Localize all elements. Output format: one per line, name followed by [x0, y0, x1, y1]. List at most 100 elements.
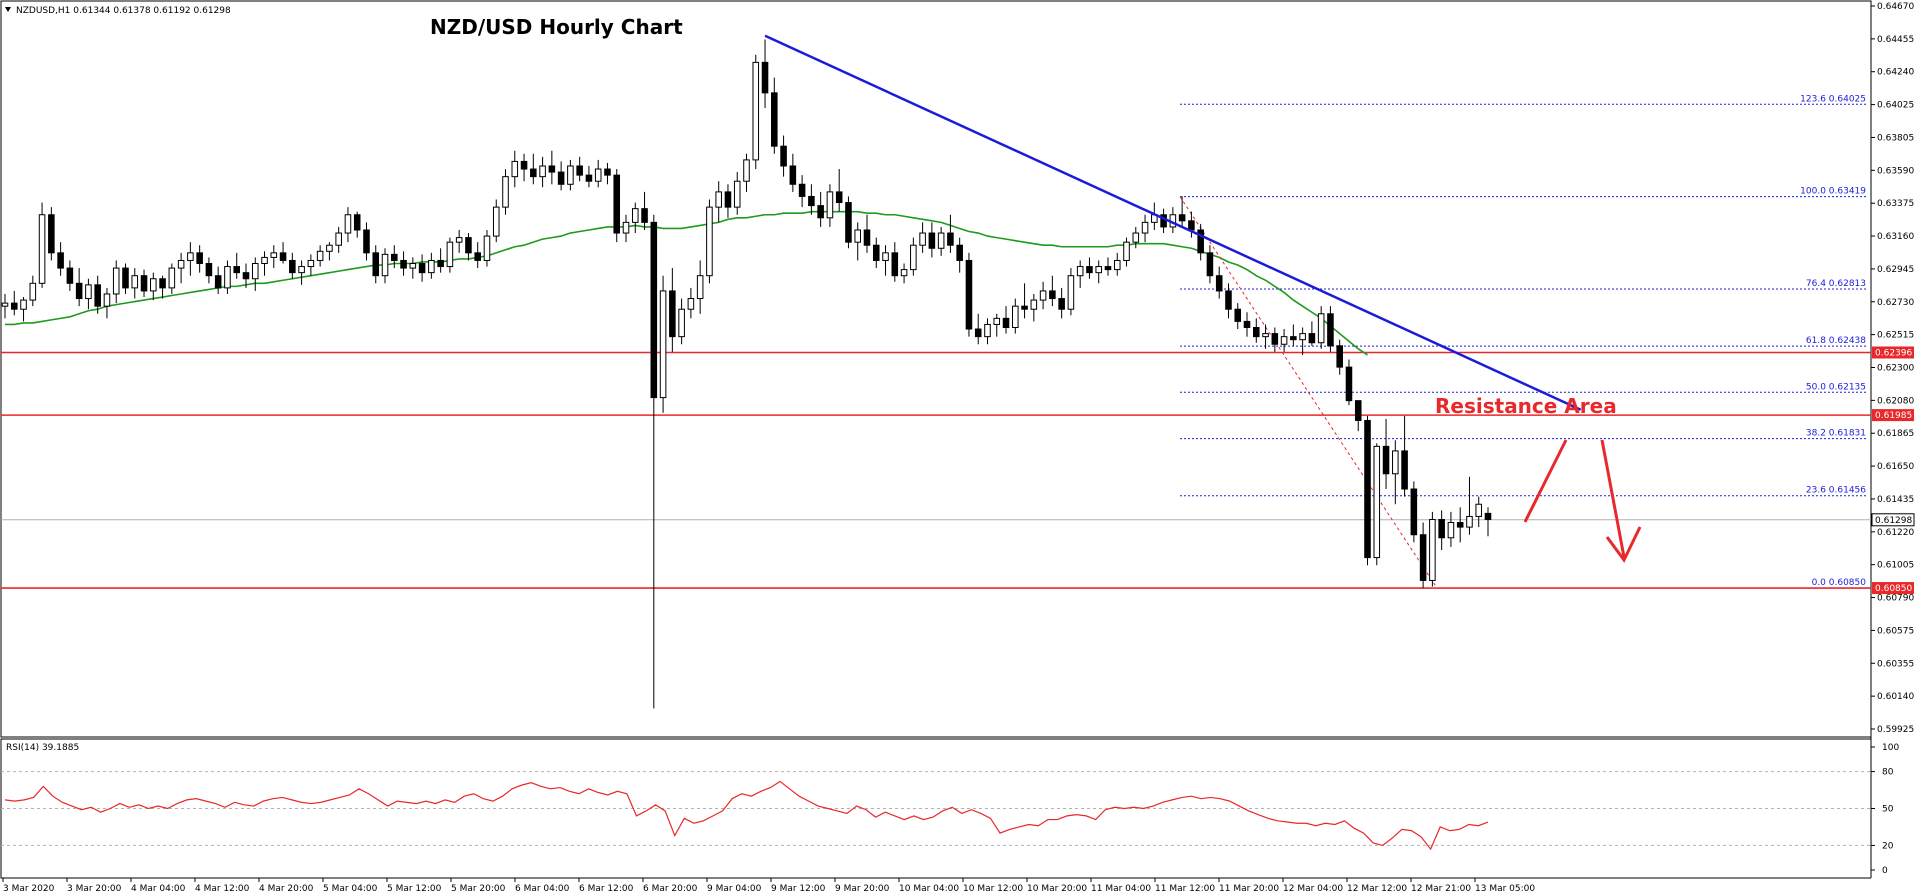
candle-body [29, 282, 37, 301]
price-tick-label: 0.61865 [1877, 429, 1914, 439]
rsi-tick-label: 100 [1882, 743, 1899, 753]
price-tick-label: 0.64455 [1877, 35, 1914, 45]
rsi-tick-label: 0 [1882, 866, 1888, 876]
candle-body [1215, 275, 1223, 292]
candle-body [1030, 299, 1038, 310]
rsi-panel-frame [0, 738, 1872, 879]
candle-body [1012, 305, 1019, 329]
price-tick-label: 0.63160 [1877, 232, 1914, 242]
price-tick-label: 0.60575 [1877, 626, 1914, 636]
candle-body [48, 214, 55, 254]
candle-body [511, 160, 519, 178]
candle-body [919, 232, 926, 246]
candle-body [446, 241, 454, 268]
candle-body [1299, 333, 1306, 341]
candle-body [75, 282, 83, 300]
bounce-up-arrow [1523, 439, 1568, 523]
time-tick-label: 10 Mar 04:00 [899, 884, 959, 894]
candle-body [1225, 290, 1232, 310]
time-tick-label: 10 Mar 20:00 [1027, 884, 1087, 894]
candle-body [539, 165, 546, 178]
current-price-box [1871, 513, 1915, 527]
candle-body [1049, 290, 1056, 300]
bearish-trend-line [764, 34, 1582, 411]
price-tick-label: 0.60140 [1877, 692, 1914, 702]
candle-body [1456, 522, 1464, 528]
candle-body [585, 174, 593, 182]
candle-body [307, 259, 315, 268]
time-tick-label: 5 Mar 12:00 [387, 884, 442, 894]
candle-body [1188, 220, 1195, 231]
candle-body [1354, 400, 1362, 421]
candle-body [233, 266, 240, 274]
candle-body [576, 165, 583, 176]
candle-body [1262, 333, 1269, 338]
candle-body [845, 202, 852, 243]
candle-body [1475, 503, 1483, 517]
candle-body [381, 253, 389, 277]
candle-body [1039, 290, 1047, 301]
time-tick-label: 4 Mar 12:00 [195, 884, 250, 894]
rsi-tick-label: 20 [1882, 841, 1894, 851]
candle-body [993, 317, 1001, 325]
price-tag-label: 0.61985 [1875, 411, 1912, 421]
candle-body [1373, 445, 1381, 559]
time-tick-label: 4 Mar 20:00 [259, 884, 314, 894]
candle-body [1, 302, 9, 307]
candle-body [724, 191, 732, 208]
candle-body [492, 206, 500, 237]
candle-body [196, 252, 203, 265]
time-tick-label: 11 Mar 12:00 [1155, 884, 1215, 894]
rsi-tick-label: 80 [1882, 768, 1894, 778]
resistance-area-label: Resistance Area [1435, 394, 1617, 418]
candle-body [168, 267, 176, 289]
candle-body [594, 168, 602, 182]
candle-body [418, 263, 426, 274]
price-tick-label: 0.61435 [1877, 495, 1914, 505]
price-tag-box [1872, 409, 1914, 422]
candle-body [465, 237, 472, 254]
candle-body [428, 259, 435, 274]
candle-body [20, 299, 27, 310]
candle-body [391, 253, 398, 261]
candle-body [928, 232, 936, 249]
price-tick-label: 0.61650 [1877, 462, 1914, 472]
candle-body [131, 275, 139, 289]
candle-body [659, 290, 667, 399]
time-tick-label: 13 Mar 05:00 [1475, 884, 1535, 894]
candle-body [1290, 336, 1297, 341]
candle-body [1253, 327, 1260, 338]
price-tick-label: 0.63375 [1877, 199, 1914, 209]
candle-body [761, 61, 769, 94]
candle-body [187, 252, 194, 261]
price-tag-label: 0.60850 [1875, 584, 1912, 594]
candle-body [316, 250, 324, 261]
candle-body [604, 168, 611, 176]
fibonacci-level-label: 76.4 0.62813 [1806, 279, 1866, 289]
candle-body [1197, 229, 1204, 254]
price-tick-label: 0.62080 [1877, 396, 1914, 406]
candle-body [289, 259, 296, 274]
price-tag-box [1872, 582, 1914, 595]
candle-body [344, 214, 352, 234]
candle-body [826, 191, 834, 219]
dropdown-triangle-icon[interactable] [5, 7, 11, 12]
main-chart-frame [0, 0, 1872, 738]
candle-body [743, 159, 750, 182]
time-tick-label: 10 Mar 12:00 [963, 884, 1023, 894]
candle-body [780, 145, 787, 167]
candle-body [687, 298, 695, 310]
time-tick-label: 11 Mar 04:00 [1091, 884, 1151, 894]
candle-body [1466, 515, 1473, 528]
candle-body [567, 165, 574, 185]
candle-body [483, 235, 491, 261]
candle-body [974, 328, 982, 338]
candle-body [363, 229, 370, 254]
fibonacci-level-label: 50.0 0.62135 [1806, 382, 1866, 392]
candle-body [798, 183, 806, 197]
price-tick-label: 0.59925 [1877, 725, 1914, 735]
candle-body [1410, 488, 1418, 536]
candle-body [353, 214, 361, 231]
price-tick-label: 0.63805 [1877, 133, 1914, 143]
